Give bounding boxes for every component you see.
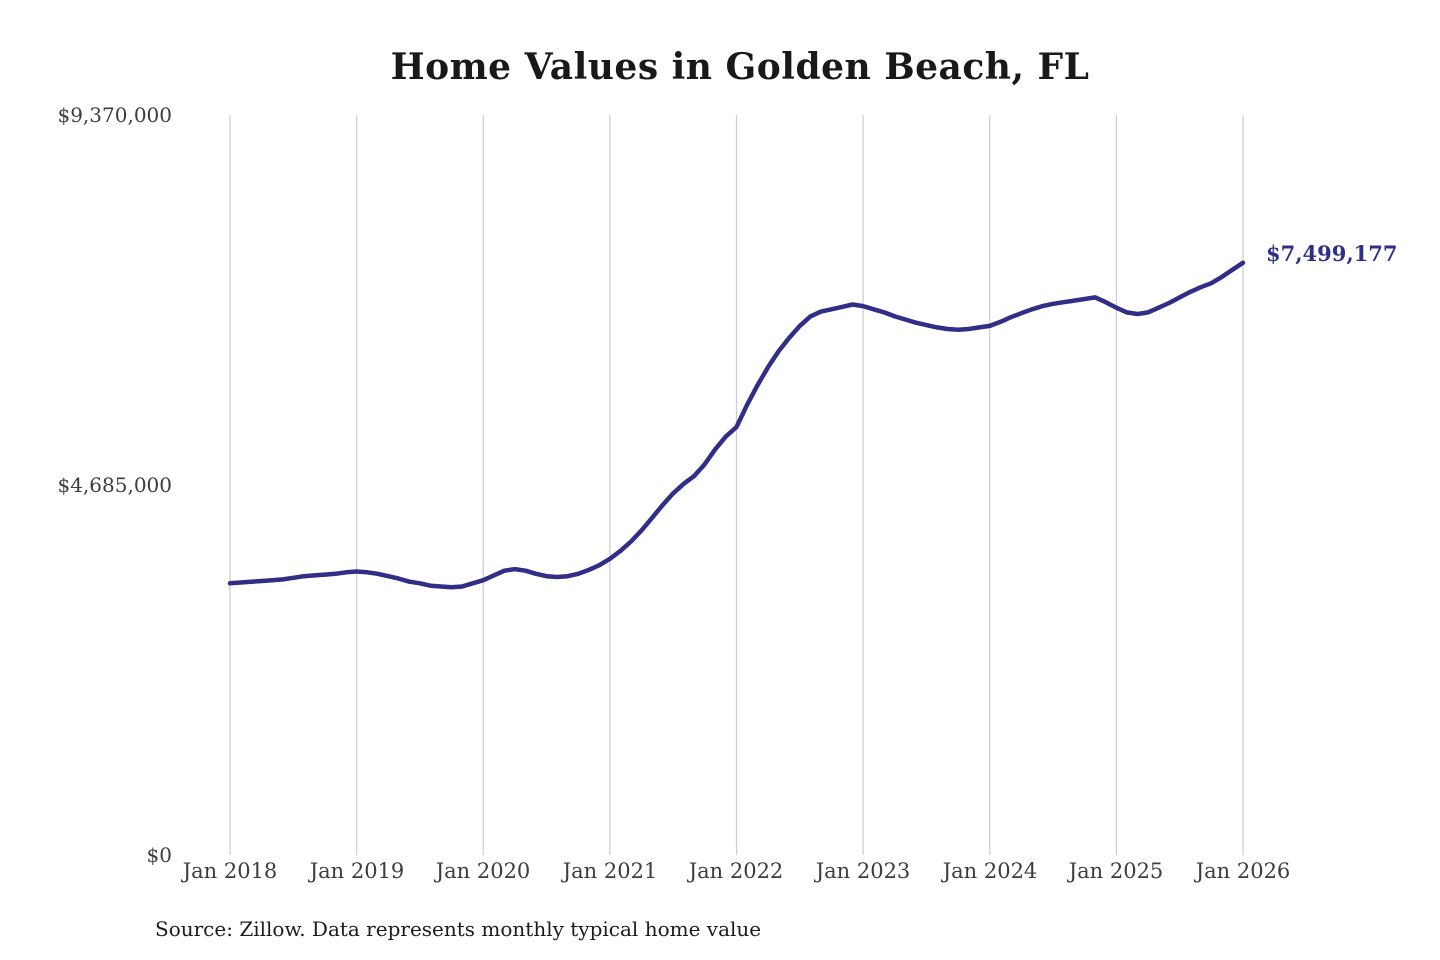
latest-value-label: $7,499,177 (1266, 241, 1398, 266)
y-axis-tick-zero: $0 (146, 843, 172, 867)
x-axis-tick-2019: Jan 2019 (309, 859, 405, 883)
chart-title: Home Values in Golden Beach, FL (390, 46, 1090, 88)
x-axis-tick-2018: Jan 2018 (182, 859, 278, 883)
x-axis-tick-2025: Jan 2025 (1068, 859, 1164, 883)
x-axis-tick-2024: Jan 2024 (942, 859, 1038, 883)
x-axis-tick-2020: Jan 2020 (435, 859, 531, 883)
x-axis-tick-2023: Jan 2023 (815, 859, 911, 883)
y-axis-tick-max: $9,370,000 (57, 103, 172, 127)
x-axis-tick-2026: Jan 2026 (1195, 859, 1291, 883)
source-note: Source: Zillow. Data represents monthly … (155, 917, 762, 941)
x-axis-tick-2021: Jan 2021 (562, 859, 658, 883)
y-axis-tick-mid: $4,685,000 (57, 473, 172, 497)
x-axis-tick-2022: Jan 2022 (688, 859, 784, 883)
gridlines (229, 115, 1244, 855)
home-value-line (227, 260, 1246, 590)
